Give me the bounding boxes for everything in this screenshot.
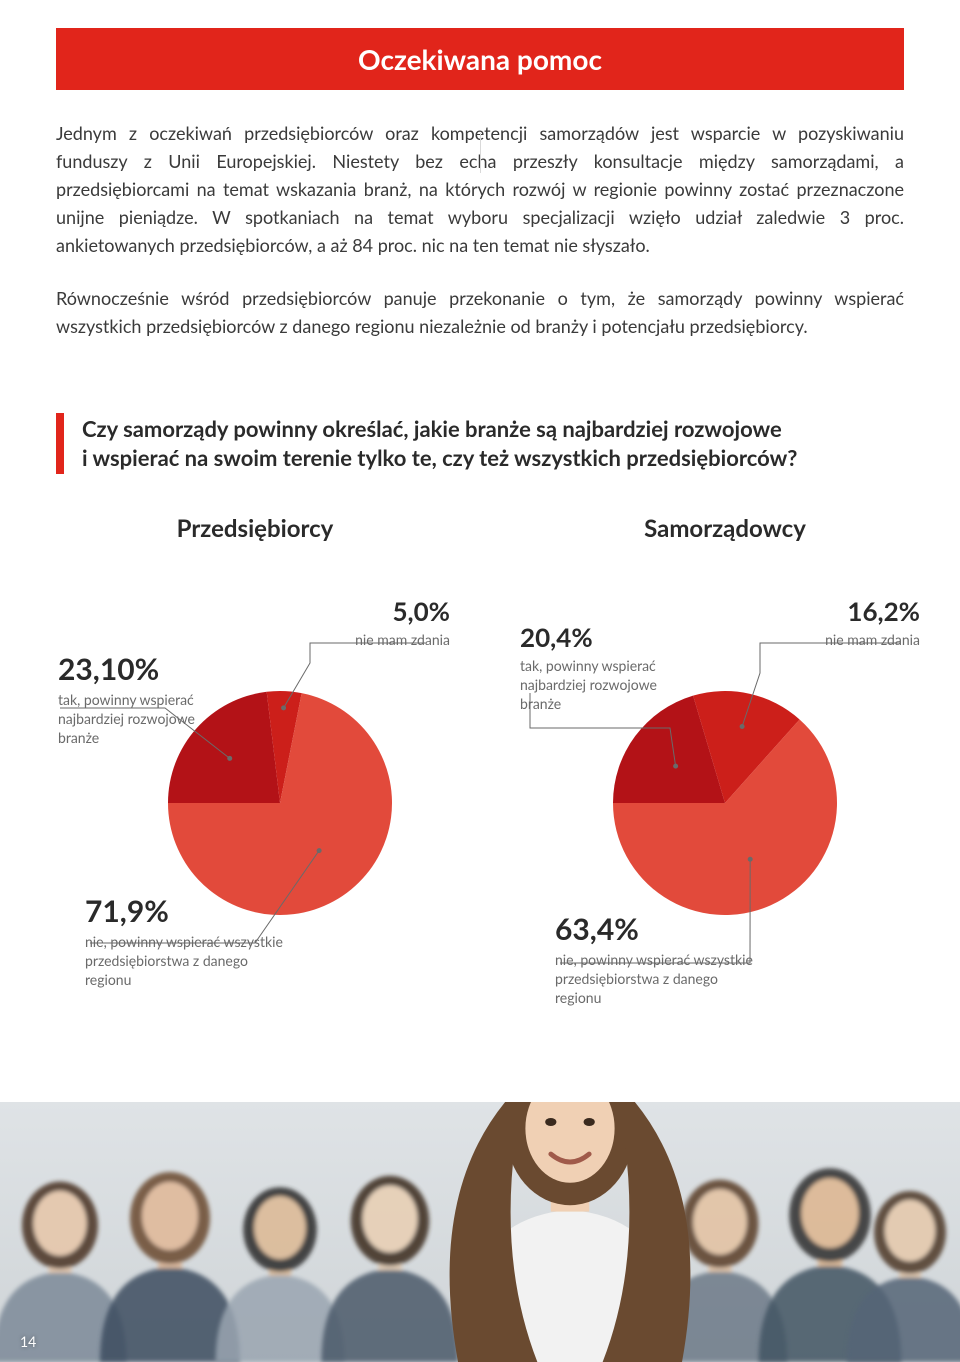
chart-left: 23,10% tak, powinny wspierać najbardziej … — [30, 573, 480, 1043]
callout-niemam: 16,2% nie mam zdania — [800, 595, 920, 650]
page-number: 14 — [20, 1333, 36, 1350]
question-block: Czy samorządy powinny określać, jakie br… — [56, 413, 904, 474]
callout-label: tak, powinny wspierać najbardziej rozwoj… — [58, 691, 208, 748]
callout-nie: 71,9% nie, powinny wspierać wszystkie prz… — [85, 893, 295, 990]
callout-label: nie, powinny wspierać wszystkie przedsię… — [555, 951, 765, 1008]
chart-title-right: Samorządowcy — [500, 514, 950, 543]
callout-pct: 16,2% — [800, 595, 920, 627]
paragraph-2: Równocześnie wśród przedsiębiorców panuj… — [56, 285, 904, 341]
callout-pct: 63,4% — [555, 911, 765, 947]
callout-pct: 5,0% — [330, 595, 450, 627]
callout-pct: 20,4% — [520, 621, 680, 653]
callout-label: tak, powinny wspierać najbardziej rozwoj… — [520, 657, 680, 714]
chart-col-left: Przedsiębiorcy 23,10% tak, powinny wspier… — [30, 514, 480, 1043]
callout-pct: 23,10% — [58, 651, 208, 687]
callout-nie: 63,4% nie, powinny wspierać wszystkie prz… — [555, 911, 765, 1008]
vertical-divider — [480, 133, 481, 173]
chart-col-right: Samorządowcy 20,4% tak, powinny wspierać … — [500, 514, 950, 1043]
callout-niemam: 5,0% nie mam zdania — [330, 595, 450, 650]
page: Oczekiwana pomoc Jednym z oczekiwań prze… — [0, 28, 960, 1362]
callout-label: nie mam zdania — [800, 631, 920, 650]
callout-tak: 23,10% tak, powinny wspierać najbardziej … — [58, 651, 208, 748]
section-title: Oczekiwana pomoc — [358, 42, 602, 76]
callout-label: nie mam zdania — [330, 631, 450, 650]
callout-label: nie, powinny wspierać wszystkie przedsię… — [85, 933, 295, 990]
callout-pct: 71,9% — [85, 893, 295, 929]
footer-photo-svg — [0, 1102, 960, 1362]
footer-photo — [0, 1102, 960, 1362]
chart-title-left: Przedsiębiorcy — [30, 514, 480, 543]
callout-tak: 20,4% tak, powinny wspierać najbardziej r… — [520, 621, 680, 714]
chart-right: 20,4% tak, powinny wspierać najbardziej r… — [500, 573, 950, 1043]
section-header: Oczekiwana pomoc — [56, 28, 904, 90]
question-line-2: i wspierać na swoim terenie tylko te, cz… — [82, 444, 904, 473]
question-line-1: Czy samorządy powinny określać, jakie br… — [82, 415, 904, 444]
charts-row: Przedsiębiorcy 23,10% tak, powinny wspier… — [30, 514, 930, 1043]
